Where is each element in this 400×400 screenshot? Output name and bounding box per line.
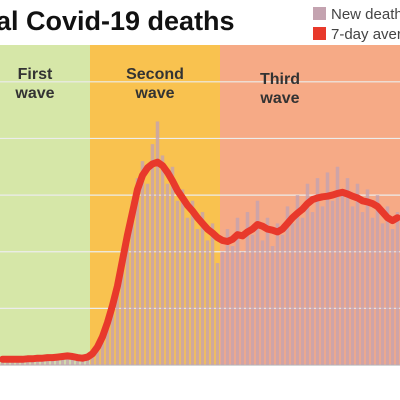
wave-label: wave: [14, 85, 54, 102]
bar: [305, 183, 310, 365]
bar: [395, 212, 400, 365]
legend: New death 7-day aver: [313, 6, 400, 43]
bar: [390, 229, 395, 365]
bar: [100, 339, 105, 365]
bar: [330, 200, 335, 365]
bar: [310, 212, 315, 365]
bar: [280, 234, 285, 365]
bar: [205, 240, 210, 365]
bar: [115, 280, 120, 365]
bar: [145, 183, 150, 365]
legend-label: New death: [331, 6, 400, 23]
bar: [385, 206, 390, 365]
bar: [105, 319, 110, 365]
bar: [180, 189, 185, 365]
bar: [170, 166, 175, 365]
bar: [35, 359, 40, 365]
legend-swatch: [313, 7, 326, 20]
bar: [250, 234, 255, 365]
bar: [285, 206, 290, 365]
bar: [175, 200, 180, 365]
bar: [380, 223, 385, 365]
bar: [290, 223, 295, 365]
bar: [270, 246, 275, 365]
bar: [225, 229, 230, 365]
bar: [185, 217, 190, 365]
bar: [150, 144, 155, 365]
wave-label: Second: [126, 66, 184, 83]
bar: [95, 348, 100, 365]
bar: [230, 246, 235, 365]
bar: [195, 229, 200, 365]
bar: [140, 161, 145, 365]
line: [0, 158, 400, 363]
legend-label: 7-day aver: [331, 26, 400, 43]
bar: [345, 178, 350, 365]
wave-band: [0, 45, 90, 365]
bar: [165, 183, 170, 365]
bar: [215, 263, 220, 365]
wave-labels: First wave Second wave Third wave: [14, 66, 300, 107]
wave-label: First: [18, 66, 53, 83]
bar: [110, 308, 115, 365]
bar: [55, 356, 60, 365]
bar: [255, 200, 260, 365]
bar: [135, 178, 140, 365]
bar: [365, 189, 370, 365]
marks: [0, 121, 400, 365]
bar: [260, 240, 265, 365]
bar: [325, 172, 330, 365]
bar: [60, 355, 65, 365]
bar: [295, 195, 300, 365]
bar: [375, 195, 380, 365]
bar: [90, 354, 95, 365]
bar: [200, 212, 205, 365]
bar: [190, 200, 195, 365]
bar: [160, 155, 165, 365]
bar: [350, 206, 355, 365]
bar: [80, 358, 85, 365]
bar: [300, 217, 305, 365]
bar: [75, 358, 80, 365]
bar: [120, 268, 125, 365]
bar: [320, 206, 325, 365]
bar: [50, 358, 55, 365]
bar: [275, 223, 280, 365]
wave-label: wave: [259, 90, 299, 107]
bar: [220, 251, 225, 365]
bar: [265, 217, 270, 365]
bar: [70, 357, 75, 365]
bar: [130, 200, 135, 365]
wave-label: wave: [134, 85, 174, 102]
bar: [125, 240, 130, 365]
bar: [360, 212, 365, 365]
bar: [315, 178, 320, 365]
wave-bands: [0, 45, 400, 365]
bar: [240, 251, 245, 365]
legend-swatch: [313, 27, 326, 40]
bar: [235, 217, 240, 365]
wave-label: Third: [260, 71, 300, 88]
chart-title: al Covid-19 deaths: [0, 6, 235, 36]
bar: [355, 183, 360, 365]
bar: [340, 189, 345, 365]
bar: [370, 217, 375, 365]
bar: [85, 357, 90, 365]
bar: [65, 357, 70, 365]
bar: [155, 121, 160, 365]
bar: [245, 212, 250, 365]
bar: [210, 223, 215, 365]
bar: [335, 166, 340, 365]
